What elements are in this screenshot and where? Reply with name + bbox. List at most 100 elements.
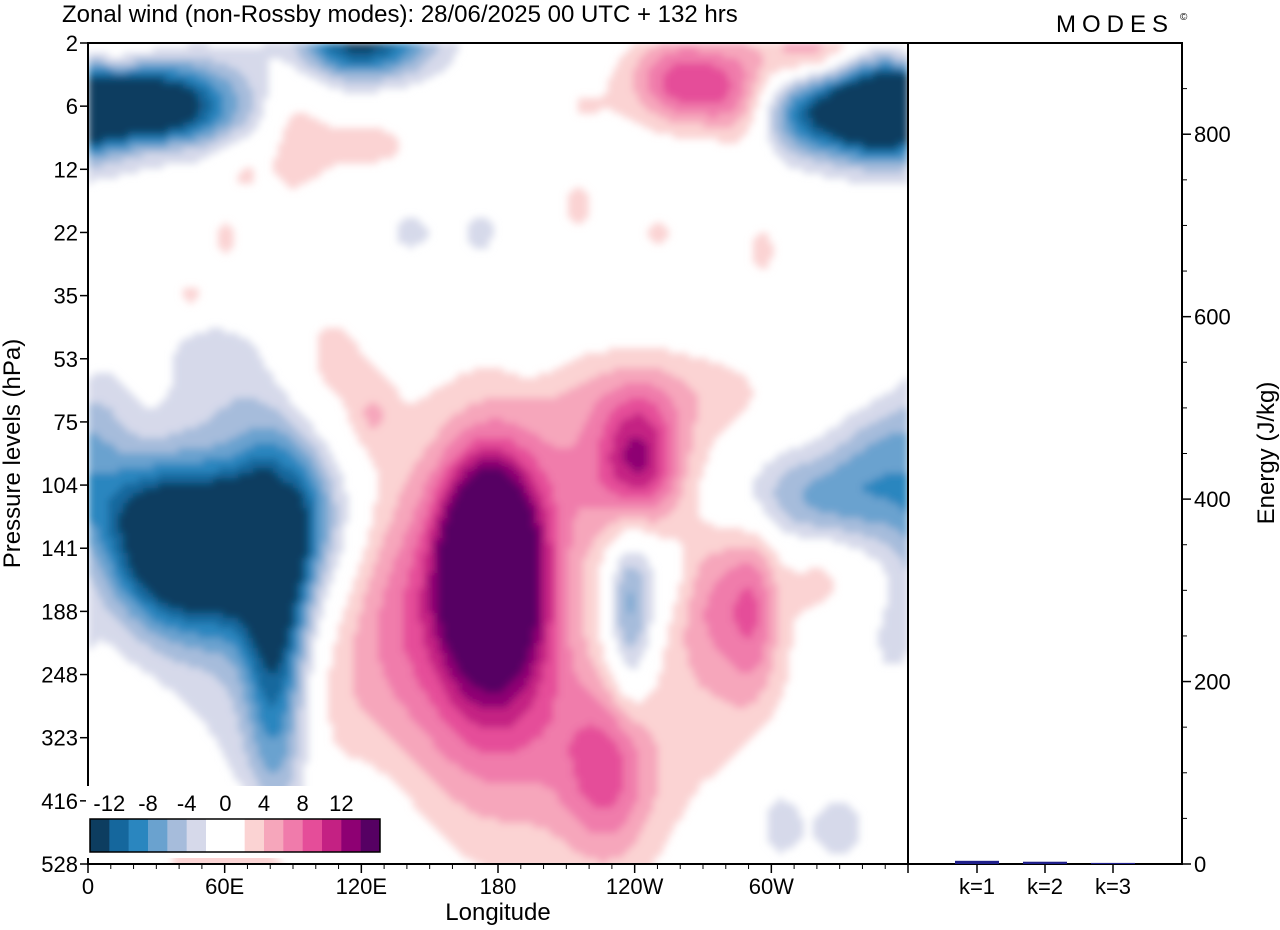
heatmap-cell [88,428,94,434]
heatmap-cell [393,48,399,54]
heatmap-cell [643,88,649,94]
heatmap-cell [443,408,449,414]
heatmap-cell [368,453,374,459]
heatmap-cell [613,368,619,374]
heatmap-cell [133,68,139,74]
heatmap-cell [108,433,114,439]
heatmap-cell [258,388,264,394]
heatmap-cell [88,438,94,444]
heatmap-cell [883,133,889,139]
heatmap-cell [318,153,324,159]
heatmap-cell [178,343,184,349]
heatmap-cell [258,73,264,79]
heatmap-cell [878,83,884,89]
heatmap-cell [778,143,784,149]
heatmap-cell [388,413,394,419]
heatmap-cell [708,393,714,399]
heatmap-cell [623,108,629,114]
heatmap-cell [793,118,799,124]
heatmap-cell [358,138,364,144]
heatmap-cell [633,388,639,394]
heatmap-cell [163,53,169,59]
heatmap-cell [678,393,684,399]
heatmap-cell [338,148,344,154]
heatmap-cell [158,113,164,119]
heatmap-cell [798,123,804,129]
heatmap-cell [683,413,689,419]
heatmap-cell [613,408,619,414]
heatmap-cell [633,118,639,124]
heatmap-cell [773,53,779,59]
heatmap-cell [223,428,229,434]
heatmap-cell [228,88,234,94]
heatmap-cell [253,53,259,59]
heatmap-cell [863,418,869,424]
heatmap-cell [773,118,779,124]
heatmap-cell [88,418,94,424]
heatmap-cell [893,68,899,74]
heatmap-cell [323,448,329,454]
heatmap-cell [658,88,664,94]
heatmap-cell [838,43,844,49]
heatmap-cell [218,398,224,404]
heatmap-cell [643,108,649,114]
heatmap-cell [808,88,814,94]
heatmap-cell [898,118,904,124]
heatmap-cell [713,113,719,119]
heatmap-cell [788,148,794,154]
heatmap-cell [793,138,799,144]
heatmap-cell [168,153,174,159]
heatmap-cell [653,93,659,99]
heatmap-cell [358,423,364,429]
heatmap-cell [898,173,904,179]
heatmap-cell [198,148,204,154]
heatmap-cell [148,83,154,89]
heatmap-cell [903,448,908,454]
heatmap-cell [628,68,634,74]
heatmap-cell [353,133,359,139]
heatmap-cell [848,153,854,159]
heatmap-cell [818,48,824,54]
heatmap-cell [568,378,574,384]
heatmap-cell [233,368,239,374]
heatmap-cell [263,403,269,409]
heatmap-cell [338,128,344,134]
heatmap-cell [698,73,704,79]
heatmap-cell [168,78,174,84]
heatmap-cell [653,388,659,394]
heatmap-cell [758,73,764,79]
heatmap-cell [118,443,124,449]
heatmap-cell [798,43,804,49]
heatmap-cell [378,133,384,139]
heatmap-cell [803,88,809,94]
heatmap-cell [373,43,379,49]
heatmap-cell [693,358,699,364]
heatmap-cell [363,363,369,369]
heatmap-cell [858,153,864,159]
heatmap-cell [108,168,114,174]
heatmap-cell [208,58,214,64]
heatmap-cell [823,43,829,49]
heatmap-cell [558,388,564,394]
heatmap-cell [408,438,414,444]
heatmap-cell [653,223,659,229]
heatmap-cell [838,123,844,129]
heatmap-cell [93,63,99,69]
heatmap-cell [88,153,94,159]
heatmap-cell [443,428,449,434]
heatmap-cell [128,103,134,109]
heatmap-cell [178,378,184,384]
heatmap-cell [323,48,329,54]
heatmap-cell [128,448,134,454]
heatmap-cell [123,98,129,104]
heatmap-cell [203,103,209,109]
heatmap-cell [228,238,234,244]
heatmap-cell [273,158,279,164]
heatmap-cell [488,448,494,454]
heatmap-cell [623,408,629,414]
heatmap-cell [698,128,704,134]
heatmap-cell [198,353,204,359]
heatmap-cell [218,243,224,249]
heatmap-cell [263,408,269,414]
heatmap-cell [658,43,664,49]
